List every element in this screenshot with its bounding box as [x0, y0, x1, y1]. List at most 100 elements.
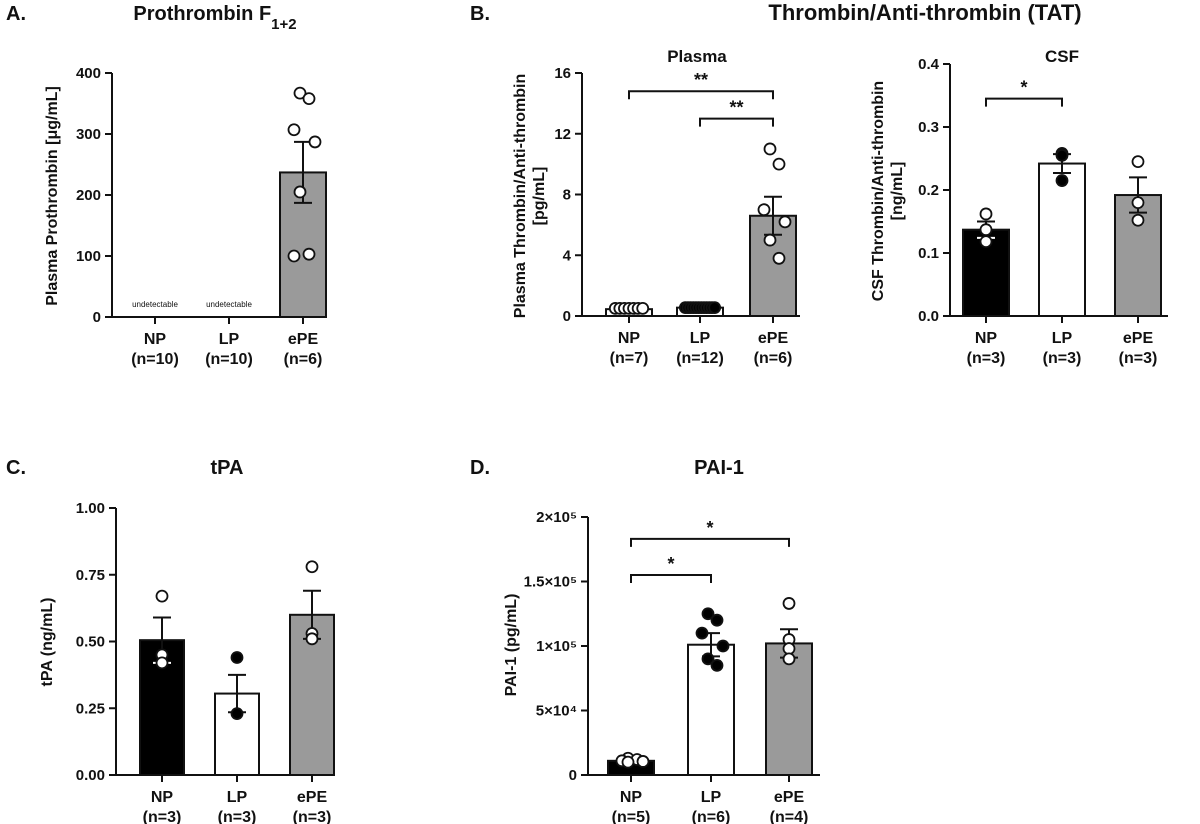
y-tick-label: 100 — [76, 248, 101, 265]
y-tick-label: 0.2 — [918, 182, 939, 199]
data-point — [293, 185, 307, 199]
chart-a: Prothrombin F1+2 Plasma Prothrombin [μg/m… — [44, 3, 327, 368]
significance-label: * — [667, 554, 674, 574]
y-tick-label: 16 — [554, 65, 571, 82]
x-tick-label: ePE — [774, 789, 805, 806]
x-tick-n: (n=3) — [293, 809, 332, 824]
data-point — [1131, 155, 1145, 169]
chart-title: PAI-1 — [694, 457, 744, 479]
x-tick-n: (n=3) — [1119, 350, 1158, 367]
y-tick-label: 2×10⁵ — [536, 509, 577, 526]
y-tick-label: 0.4 — [918, 56, 940, 73]
panel-a-letter: A. — [6, 3, 26, 25]
significance-bracket — [985, 97, 1063, 107]
panel-d-letter: D. — [470, 457, 490, 479]
data-point — [701, 607, 715, 621]
x-tick-n: (n=10) — [205, 351, 253, 368]
data-point — [710, 613, 724, 627]
x-tick-label: LP — [227, 789, 248, 806]
x-tick-label: ePE — [288, 331, 319, 348]
data-point — [708, 301, 722, 315]
data-point — [979, 235, 993, 249]
x-tick-n: (n=7) — [610, 350, 649, 367]
data-point — [293, 86, 307, 100]
x-tick-label: ePE — [297, 789, 328, 806]
significance-label: * — [1020, 78, 1027, 98]
chart-b1: Plasma Plasma Thrombin/Anti-thrombin [pg/m… — [512, 47, 800, 367]
data-point — [695, 626, 709, 640]
data-point — [772, 157, 786, 171]
x-tick-label: LP — [1052, 330, 1073, 347]
y-axis-label: CSF Thrombin/Anti-thrombin [ng/mL] — [870, 81, 906, 301]
y-tick-label: 0.00 — [76, 767, 105, 784]
x-tick-n: (n=10) — [131, 351, 179, 368]
x-tick-label: NP — [144, 331, 167, 348]
chart-title: Prothrombin F1+2 — [133, 3, 296, 33]
y-tick-label: 0.1 — [918, 245, 939, 262]
data-point — [305, 632, 319, 646]
data-point — [621, 755, 635, 769]
significance-label: * — [706, 518, 713, 538]
data-point — [230, 651, 244, 664]
chart-panels: Prothrombin F1+2 Plasma Prothrombin [μg/m… — [39, 3, 1168, 824]
data-point — [302, 247, 316, 261]
y-tick-label: 5×10⁴ — [536, 703, 577, 720]
y-axis-label: Plasma Prothrombin [μg/mL] — [44, 86, 61, 306]
x-tick-n: (n=6) — [754, 350, 793, 367]
y-tick-label: 0.75 — [76, 567, 105, 584]
x-tick-label: NP — [975, 330, 998, 347]
data-point — [230, 707, 244, 720]
y-axis-label: PAI-1 (pg/mL) — [503, 594, 520, 697]
x-tick-label: LP — [219, 331, 240, 348]
y-tick-label: 300 — [76, 126, 101, 143]
y-tick-label: 0 — [563, 308, 571, 325]
chart-d: PAI-1 PAI-1 (pg/mL) 0 5×10⁴ 1×10⁵ 1.5×10⁵ 2×10… — [503, 457, 820, 824]
y-tick-label: 0.25 — [76, 700, 105, 717]
x-tick-n: (n=3) — [967, 350, 1006, 367]
data-point — [979, 223, 993, 237]
y-tick-label: 1.5×10⁵ — [524, 574, 577, 591]
x-tick-label: ePE — [758, 330, 789, 347]
y-axis-label-line: PAI-1 (pg/mL) — [503, 594, 520, 697]
x-tick-label: NP — [620, 789, 643, 806]
y-axis-label-line: [ng/mL] — [889, 162, 906, 221]
y-axis-label-line: CSF Thrombin/Anti-thrombin — [870, 81, 887, 301]
y-tick-label: 0.50 — [76, 634, 105, 651]
x-tick-n: (n=12) — [676, 350, 724, 367]
y-axis-label: tPA (ng/mL) — [39, 598, 56, 687]
y-tick-label: 0 — [93, 309, 101, 326]
y-tick-label: 200 — [76, 187, 101, 204]
significance-bracket — [699, 117, 774, 127]
x-tick-label: NP — [151, 789, 174, 806]
x-tick-label: NP — [618, 330, 641, 347]
data-point — [701, 652, 715, 666]
y-axis-label-line: tPA (ng/mL) — [39, 598, 56, 687]
data-point — [636, 755, 650, 768]
data-point — [979, 207, 993, 221]
x-tick-n: (n=4) — [770, 809, 809, 824]
y-tick-label: 400 — [76, 65, 101, 82]
y-axis-label-line: Plasma Prothrombin [μg/mL] — [44, 86, 61, 306]
data-point — [763, 142, 777, 156]
data-point — [1131, 196, 1145, 210]
y-tick-label: 8 — [563, 187, 571, 204]
y-axis-label: Plasma Thrombin/Anti-thrombin [pg/mL] — [512, 74, 548, 318]
x-tick-label: LP — [690, 330, 711, 347]
data-point — [782, 642, 796, 655]
chart-title: CSF — [1045, 47, 1079, 66]
chart-title: tPA — [211, 457, 244, 479]
x-tick-n: (n=6) — [692, 809, 731, 824]
x-tick-n: (n=3) — [218, 809, 257, 824]
significance-bracket — [628, 90, 774, 100]
y-tick-label: 1.00 — [76, 500, 105, 517]
x-tick-n: (n=3) — [143, 809, 182, 824]
x-tick-label: ePE — [1123, 330, 1154, 347]
x-tick-n: (n=6) — [284, 351, 323, 368]
x-tick-label: LP — [701, 789, 722, 806]
y-tick-label: 4 — [563, 247, 572, 264]
y-tick-label: 1×10⁵ — [536, 638, 577, 655]
data-point — [782, 597, 796, 610]
chart-title: Plasma — [667, 47, 727, 66]
x-tick-n: (n=3) — [1043, 350, 1082, 367]
